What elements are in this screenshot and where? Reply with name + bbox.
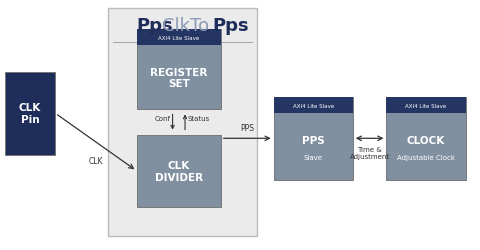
Text: PPS: PPS <box>240 124 254 132</box>
Bar <box>137 30 221 46</box>
Text: AXI4 Lite Slave: AXI4 Lite Slave <box>293 103 334 108</box>
Text: Pps: Pps <box>213 17 249 35</box>
Bar <box>137 135 221 208</box>
Bar <box>274 98 353 114</box>
Text: CLK: CLK <box>89 156 103 165</box>
Text: CLOCK: CLOCK <box>407 136 445 146</box>
Text: Status: Status <box>187 116 210 122</box>
Text: CLK
DIVIDER: CLK DIVIDER <box>155 160 203 182</box>
Bar <box>274 98 353 180</box>
Text: Time &
Adjustment: Time & Adjustment <box>349 146 390 159</box>
Text: Slave: Slave <box>304 154 323 160</box>
Text: AXI4 Lite Slave: AXI4 Lite Slave <box>158 36 199 41</box>
Bar <box>137 30 221 110</box>
Text: Conf: Conf <box>154 116 170 122</box>
Bar <box>386 98 466 180</box>
Bar <box>5 72 55 155</box>
Bar <box>108 9 257 236</box>
Text: PPS: PPS <box>302 136 324 146</box>
Text: CLK
Pin: CLK Pin <box>19 103 41 124</box>
Text: Adjustable Clock: Adjustable Clock <box>397 154 455 160</box>
Text: Pps: Pps <box>137 17 173 35</box>
Text: ClkTo: ClkTo <box>162 17 209 35</box>
Text: REGISTER
SET: REGISTER SET <box>150 67 207 89</box>
Text: AXI4 Lite Slave: AXI4 Lite Slave <box>406 103 446 108</box>
Bar <box>386 98 466 114</box>
